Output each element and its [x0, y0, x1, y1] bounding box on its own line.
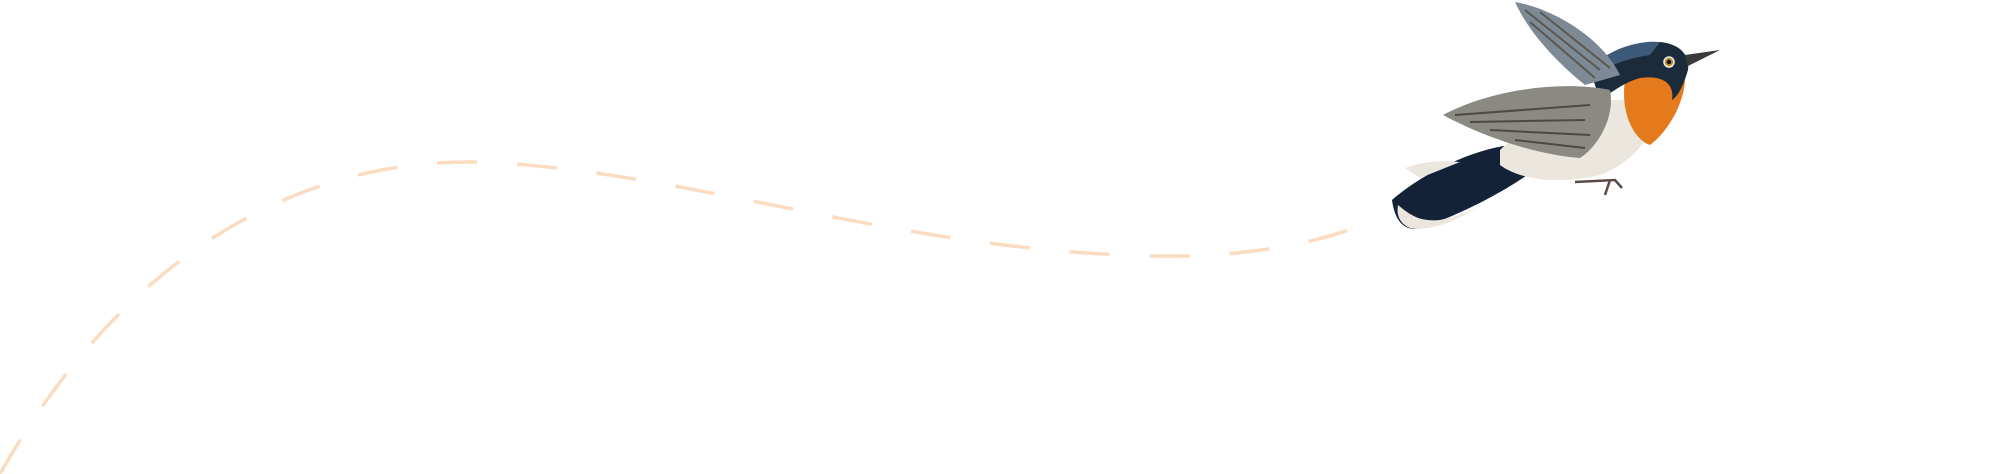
- bird-tail-tips: [1397, 205, 1480, 229]
- dashed-flight-path: [0, 160, 1366, 474]
- bird-icon: [1392, 2, 1720, 229]
- bird-throat: [1624, 72, 1685, 145]
- bird-beak: [1685, 50, 1720, 66]
- bird-lower-wing: [1443, 86, 1611, 158]
- bird-feet: [1574, 178, 1623, 196]
